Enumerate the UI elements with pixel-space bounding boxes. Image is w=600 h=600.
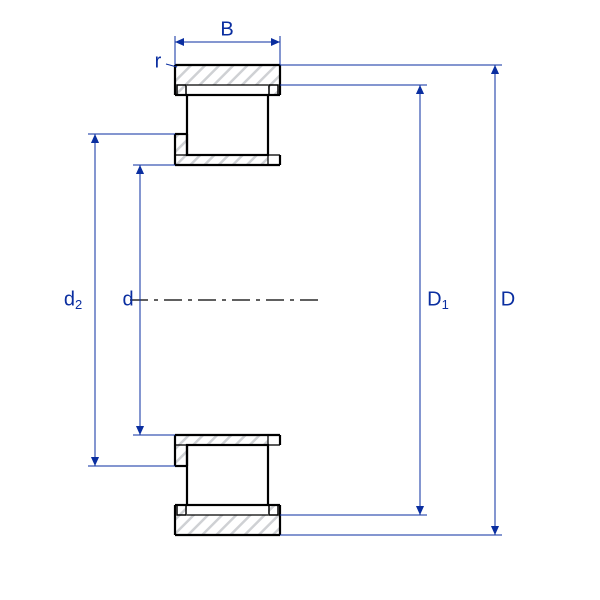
dim-label: d2 (64, 288, 82, 312)
dim-label: D (501, 288, 515, 310)
dim-label: D1 (427, 288, 449, 312)
dim-label: B (220, 18, 233, 40)
bearing-section-diagram: B D D1 d d2 r (0, 0, 600, 600)
dim-label: r (155, 50, 162, 72)
dim-label: d (122, 288, 133, 310)
